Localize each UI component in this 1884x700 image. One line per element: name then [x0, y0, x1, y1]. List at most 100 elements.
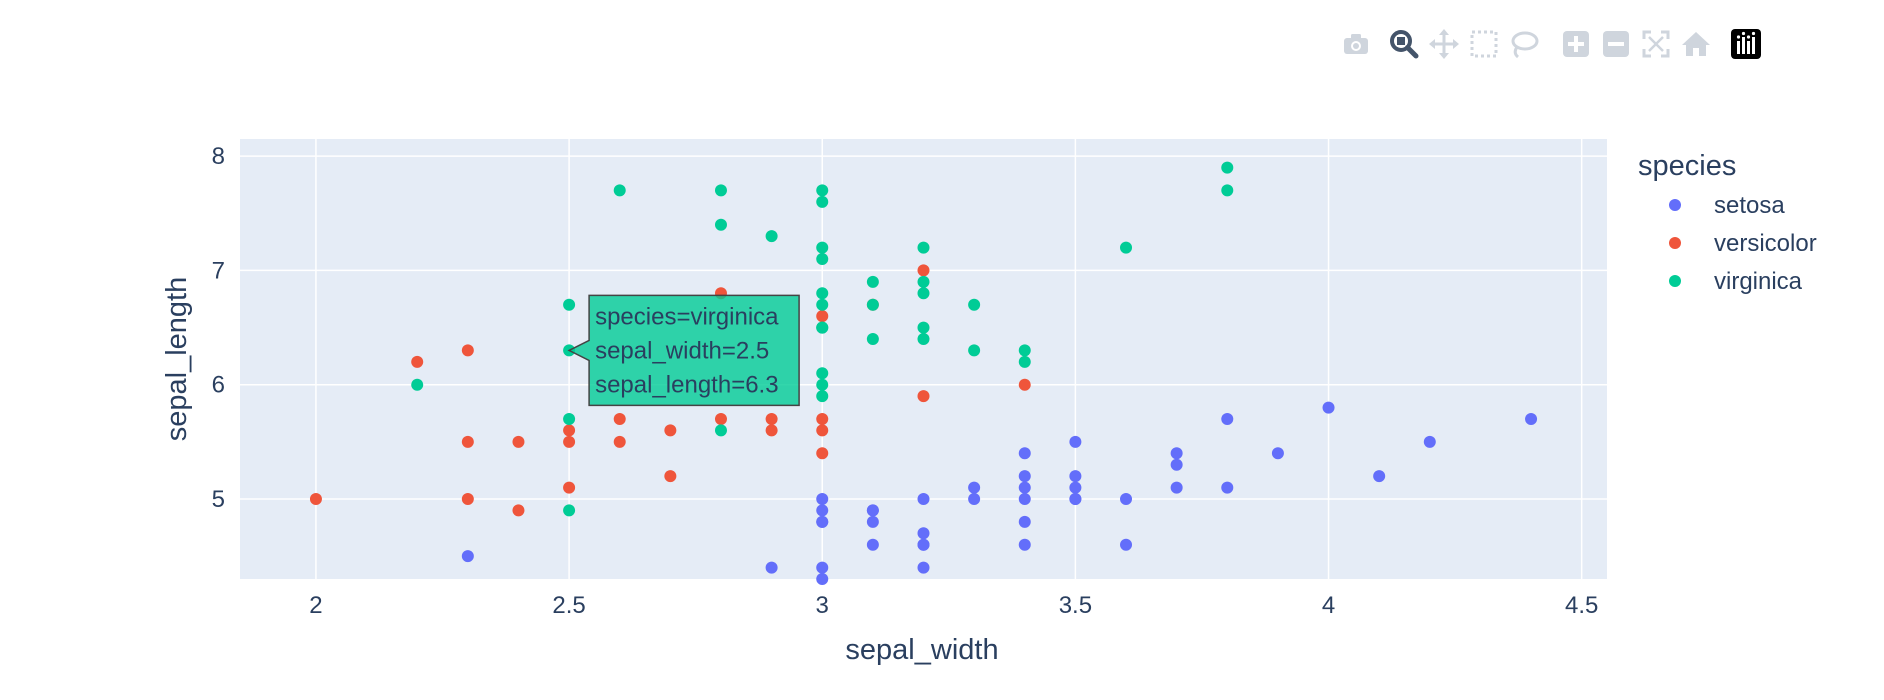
- download-png-button[interactable]: [1336, 24, 1376, 64]
- data-point-setosa[interactable]: [1018, 470, 1031, 483]
- data-point-versicolor[interactable]: [816, 424, 829, 437]
- reset-axes-button[interactable]: [1676, 24, 1716, 64]
- data-point-virginica[interactable]: [613, 184, 626, 197]
- data-point-virginica[interactable]: [1221, 184, 1234, 197]
- data-point-setosa[interactable]: [1069, 493, 1082, 505]
- data-point-versicolor[interactable]: [563, 435, 576, 448]
- data-point-virginica[interactable]: [816, 287, 829, 300]
- data-point-virginica[interactable]: [917, 333, 930, 345]
- pan-button[interactable]: [1424, 24, 1464, 64]
- data-point-setosa[interactable]: [1120, 538, 1133, 551]
- lasso-select-button[interactable]: [1504, 24, 1544, 64]
- data-point-virginica[interactable]: [563, 298, 576, 311]
- data-point-setosa[interactable]: [1423, 435, 1436, 448]
- data-point-versicolor[interactable]: [664, 424, 677, 437]
- data-point-setosa[interactable]: [866, 504, 879, 517]
- data-point-setosa[interactable]: [1018, 447, 1031, 460]
- data-point-versicolor[interactable]: [917, 264, 930, 277]
- data-point-virginica[interactable]: [866, 298, 879, 311]
- data-point-setosa[interactable]: [1069, 481, 1082, 494]
- data-point-setosa[interactable]: [917, 538, 930, 551]
- data-point-virginica[interactable]: [1018, 355, 1031, 368]
- data-point-setosa[interactable]: [917, 561, 930, 574]
- data-point-virginica[interactable]: [1120, 241, 1133, 254]
- data-point-virginica[interactable]: [765, 230, 778, 243]
- data-point-versicolor[interactable]: [816, 447, 829, 460]
- data-point-versicolor[interactable]: [461, 493, 474, 505]
- data-point-virginica[interactable]: [714, 218, 727, 231]
- data-point-setosa[interactable]: [1018, 481, 1031, 494]
- data-point-virginica[interactable]: [816, 390, 829, 403]
- data-point-virginica[interactable]: [816, 298, 829, 311]
- data-point-setosa[interactable]: [816, 493, 829, 505]
- autoscale-button[interactable]: [1636, 24, 1676, 64]
- data-point-virginica[interactable]: [968, 344, 981, 357]
- legend-item-versicolor[interactable]: versicolor: [1669, 230, 1817, 257]
- data-point-setosa[interactable]: [1018, 493, 1031, 505]
- data-point-versicolor[interactable]: [917, 390, 930, 403]
- data-point-setosa[interactable]: [1525, 413, 1538, 425]
- data-point-virginica[interactable]: [563, 413, 576, 425]
- zoom-out-button[interactable]: [1596, 24, 1636, 64]
- data-point-versicolor[interactable]: [613, 413, 626, 425]
- data-point-setosa[interactable]: [1271, 447, 1284, 460]
- data-point-versicolor[interactable]: [461, 435, 474, 448]
- data-point-setosa[interactable]: [1170, 447, 1183, 460]
- data-point-setosa[interactable]: [461, 550, 474, 563]
- data-point-setosa[interactable]: [866, 515, 879, 528]
- data-point-versicolor[interactable]: [1018, 378, 1031, 391]
- data-point-virginica[interactable]: [714, 424, 727, 437]
- legend-item-setosa[interactable]: setosa: [1669, 192, 1785, 219]
- plotly-logo[interactable]: [1726, 24, 1766, 64]
- data-point-versicolor[interactable]: [664, 470, 677, 483]
- data-point-versicolor[interactable]: [512, 435, 525, 448]
- data-point-setosa[interactable]: [816, 515, 829, 528]
- data-point-setosa[interactable]: [1170, 458, 1183, 471]
- data-point-versicolor[interactable]: [563, 481, 576, 494]
- data-point-setosa[interactable]: [1221, 481, 1234, 494]
- data-point-setosa[interactable]: [1069, 470, 1082, 483]
- data-point-setosa[interactable]: [816, 561, 829, 574]
- data-point-virginica[interactable]: [866, 275, 879, 288]
- data-point-setosa[interactable]: [765, 561, 778, 574]
- legend-item-virginica[interactable]: virginica: [1669, 268, 1803, 295]
- data-point-virginica[interactable]: [816, 195, 829, 208]
- data-point-virginica[interactable]: [816, 253, 829, 265]
- data-point-virginica[interactable]: [917, 275, 930, 288]
- data-point-versicolor[interactable]: [765, 413, 778, 425]
- data-point-setosa[interactable]: [917, 527, 930, 540]
- plot-area[interactable]: [240, 139, 1607, 579]
- data-point-setosa[interactable]: [1018, 515, 1031, 528]
- data-point-virginica[interactable]: [917, 321, 930, 334]
- data-point-virginica[interactable]: [816, 321, 829, 334]
- data-point-setosa[interactable]: [917, 493, 930, 505]
- data-point-virginica[interactable]: [1221, 161, 1234, 174]
- data-point-versicolor[interactable]: [714, 413, 727, 425]
- data-point-setosa[interactable]: [1018, 538, 1031, 551]
- data-point-virginica[interactable]: [714, 184, 727, 197]
- data-point-setosa[interactable]: [968, 493, 981, 505]
- data-point-virginica[interactable]: [563, 504, 576, 517]
- data-point-versicolor[interactable]: [816, 310, 829, 323]
- data-point-versicolor[interactable]: [765, 424, 778, 437]
- data-point-versicolor[interactable]: [411, 355, 424, 368]
- zoom-button[interactable]: [1384, 24, 1424, 64]
- data-point-setosa[interactable]: [816, 504, 829, 517]
- data-point-versicolor[interactable]: [309, 493, 322, 505]
- data-point-virginica[interactable]: [917, 241, 930, 254]
- box-select-button[interactable]: [1464, 24, 1504, 64]
- data-point-versicolor[interactable]: [512, 504, 525, 517]
- data-point-setosa[interactable]: [1373, 470, 1386, 483]
- zoom-in-button[interactable]: [1556, 24, 1596, 64]
- data-point-setosa[interactable]: [968, 481, 981, 494]
- data-point-setosa[interactable]: [1069, 435, 1082, 448]
- data-point-setosa[interactable]: [866, 538, 879, 551]
- data-point-virginica[interactable]: [1018, 344, 1031, 357]
- data-point-virginica[interactable]: [816, 184, 829, 197]
- data-point-versicolor[interactable]: [461, 344, 474, 357]
- data-point-setosa[interactable]: [1221, 413, 1234, 425]
- data-point-virginica[interactable]: [968, 298, 981, 311]
- data-point-virginica[interactable]: [917, 287, 930, 300]
- data-point-virginica[interactable]: [816, 367, 829, 380]
- data-point-virginica[interactable]: [411, 378, 424, 391]
